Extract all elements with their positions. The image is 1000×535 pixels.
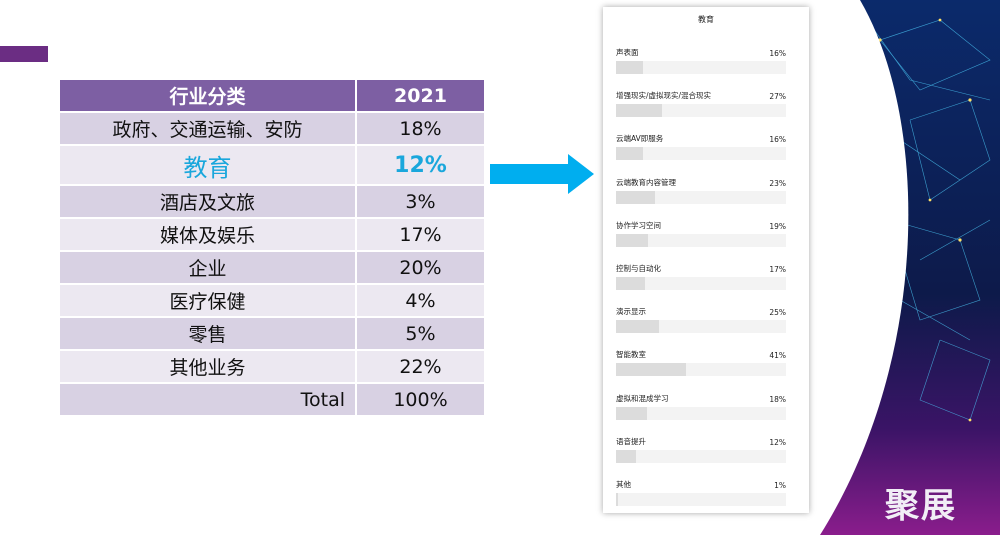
item-label: 其他 [616, 480, 631, 489]
table-row: 媒体及娱乐 17% [60, 219, 484, 250]
panel-title: 教育 [698, 15, 714, 24]
accent-bar [0, 46, 48, 62]
item-progress-fill [616, 320, 659, 334]
table-row-highlighted: 教育 12% [60, 146, 484, 184]
item-percent: 27% [769, 92, 786, 102]
table-row: 零售 5% [60, 318, 484, 349]
row-value: 5% [357, 318, 484, 349]
item-percent: 12% [769, 437, 786, 447]
item-percent: 16% [769, 135, 786, 145]
row-category: 医疗保健 [60, 285, 355, 316]
table-total-row: Total 100% [60, 384, 484, 415]
item-progress-fill [616, 449, 637, 463]
table-row: 企业 20% [60, 252, 484, 283]
item-label: 声表面 [616, 48, 639, 57]
row-category: 其他业务 [60, 351, 355, 382]
row-category: 政府、交通运输、安防 [60, 113, 355, 144]
row-category: 企业 [60, 252, 355, 283]
item-percent: 19% [769, 221, 786, 231]
watermark-logo: 聚展 [885, 486, 957, 526]
item-progress-fill [616, 190, 656, 204]
row-value: 17% [357, 219, 484, 250]
item-progress-track [616, 406, 786, 420]
row-category: 零售 [60, 318, 355, 349]
item-progress-track [616, 147, 786, 161]
item-progress-fill [616, 104, 662, 118]
row-category: 酒店及文旅 [60, 186, 355, 217]
row-value: 20% [357, 252, 484, 283]
item-label: 演示显示 [616, 307, 646, 317]
item-progress-fill [616, 147, 644, 161]
item-label: 增强现实/虚拟现实/混合现实 [616, 91, 712, 101]
header-category: 行业分类 [60, 80, 355, 111]
item-label: 协作学习空间 [616, 220, 661, 230]
education-breakdown-panel: 教育 声表面 16% 增强现实/虚拟现实/混合现实 27% 云端AV即服务 16% 云端教育… [603, 7, 809, 513]
item-percent: 23% [769, 178, 786, 188]
item-progress-track [616, 104, 786, 118]
item-percent: 18% [769, 394, 786, 404]
item-percent: 16% [769, 49, 786, 58]
item-percent: 1% [774, 481, 786, 490]
item-percent: 25% [769, 308, 786, 318]
table-row: 政府、交通运输、安防 18% [60, 113, 484, 144]
item-label: 云端教育内容管理 [616, 177, 676, 187]
item-progress-fill [616, 363, 686, 377]
row-value: 4% [357, 285, 484, 316]
item-progress-track [616, 61, 786, 74]
row-category: 媒体及娱乐 [60, 219, 355, 250]
item-label: 控制与自动化 [616, 264, 661, 273]
item-percent: 17% [769, 265, 786, 274]
item-progress-fill [616, 277, 645, 290]
item-progress-track [616, 233, 786, 247]
row-value: 18% [357, 113, 484, 144]
item-progress-track [616, 320, 786, 334]
item-progress-track [616, 449, 786, 463]
right-arrow-icon [490, 154, 596, 198]
decorative-network-graphic [820, 0, 1000, 535]
total-label: Total [60, 384, 355, 415]
item-label: 智能教室 [616, 350, 646, 360]
item-progress-fill [616, 233, 649, 247]
item-progress-fill [616, 493, 618, 506]
row-value: 3% [357, 186, 484, 217]
row-category: 教育 [60, 146, 355, 184]
item-label: 虚拟和混成学习 [616, 393, 669, 403]
total-value: 100% [357, 384, 484, 415]
row-value: 22% [357, 351, 484, 382]
item-progress-track [616, 277, 786, 290]
table-row: 医疗保健 4% [60, 285, 484, 316]
table-row: 酒店及文旅 3% [60, 186, 484, 217]
row-value: 12% [357, 146, 484, 184]
industry-share-table: 行业分类 2021 政府、交通运输、安防 18% 教育 12% 酒店及文旅 3%… [60, 80, 484, 417]
item-progress-track [616, 363, 786, 377]
table-row: 其他业务 22% [60, 351, 484, 382]
item-progress-fill [616, 406, 647, 420]
item-label: 语音提升 [616, 436, 646, 446]
table-header-row: 行业分类 2021 [60, 80, 484, 111]
item-label: 云端AV即服务 [616, 134, 664, 144]
item-progress-track [616, 190, 786, 204]
item-percent: 41% [769, 351, 786, 361]
item-progress-fill [616, 61, 644, 74]
item-progress-track [616, 493, 786, 506]
header-year: 2021 [357, 80, 484, 111]
